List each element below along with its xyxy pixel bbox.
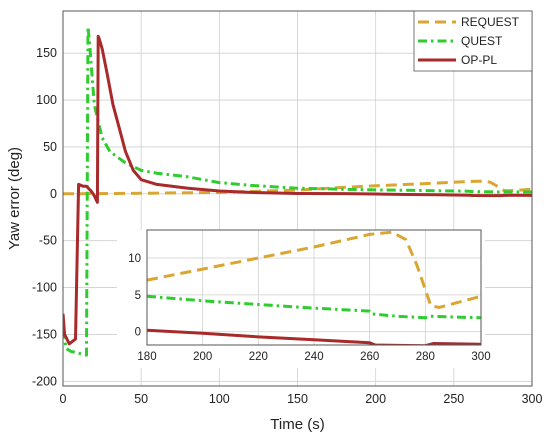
x-tick-label: 200 — [365, 392, 386, 406]
legend-entries: REQUEST QUEST OP-PL — [418, 15, 520, 67]
inset-series-line-op-pl — [147, 328, 481, 345]
inset-plot-frame — [146, 229, 482, 346]
inset-y-tick-label: 5 — [135, 290, 141, 302]
x-tick-label: 50 — [134, 392, 148, 406]
inset-x-tick-label: 240 — [304, 351, 323, 363]
x-tick-label: 0 — [60, 392, 67, 406]
inset-x-tick-label: 200 — [193, 351, 212, 363]
series-line-quest — [63, 25, 532, 357]
inset-x-tick-label: 300 — [471, 351, 490, 363]
inset-series-line-request — [147, 230, 481, 309]
inset-x-tick-label: 280 — [416, 351, 435, 363]
x-tick-label: 300 — [522, 392, 543, 406]
main-plot-frame — [62, 10, 533, 387]
legend: REQUEST QUEST OP-PL — [413, 10, 533, 72]
inset-plot: 180 200 220 240 260 280 300 0 5 10 — [117, 229, 491, 368]
main-tick-labels: 0 50 100 150 200 250 300-200-150-100-500501001… — [32, 46, 543, 406]
y-tick-label: -50 — [39, 234, 57, 248]
y-tick-label: -100 — [32, 281, 57, 295]
y-tick-label: 100 — [36, 93, 57, 107]
legend-label: QUEST — [461, 34, 503, 48]
x-tick-label: 100 — [209, 392, 230, 406]
legend-label: REQUEST — [461, 15, 520, 29]
inset-y-tick-label: 0 — [135, 327, 141, 339]
inset-series — [147, 230, 481, 345]
legend-label: OP-PL — [461, 53, 497, 67]
inset-y-tick-label: 10 — [128, 253, 141, 265]
inset-x-tick-label: 260 — [360, 351, 379, 363]
y-tick-label: 50 — [43, 140, 57, 154]
inset-x-tick-label: 220 — [249, 351, 268, 363]
inset-tick-labels: 180 200 220 240 260 280 300 0 5 10 — [128, 253, 490, 363]
x-axis-label: Time (s) — [270, 416, 324, 433]
y-tick-label: -200 — [32, 374, 57, 388]
y-tick-label: -150 — [32, 327, 57, 341]
inset-x-tick-label: 180 — [137, 351, 156, 363]
y-axis-label: Yaw error (deg) — [6, 147, 23, 250]
x-tick-label: 250 — [443, 392, 464, 406]
inset-series-line-quest — [147, 294, 481, 320]
y-tick-label: 150 — [36, 46, 57, 60]
x-tick-label: 150 — [287, 392, 308, 406]
main-series — [63, 25, 532, 357]
series-line-op-pl — [63, 34, 532, 346]
y-tick-label: 0 — [50, 187, 57, 201]
